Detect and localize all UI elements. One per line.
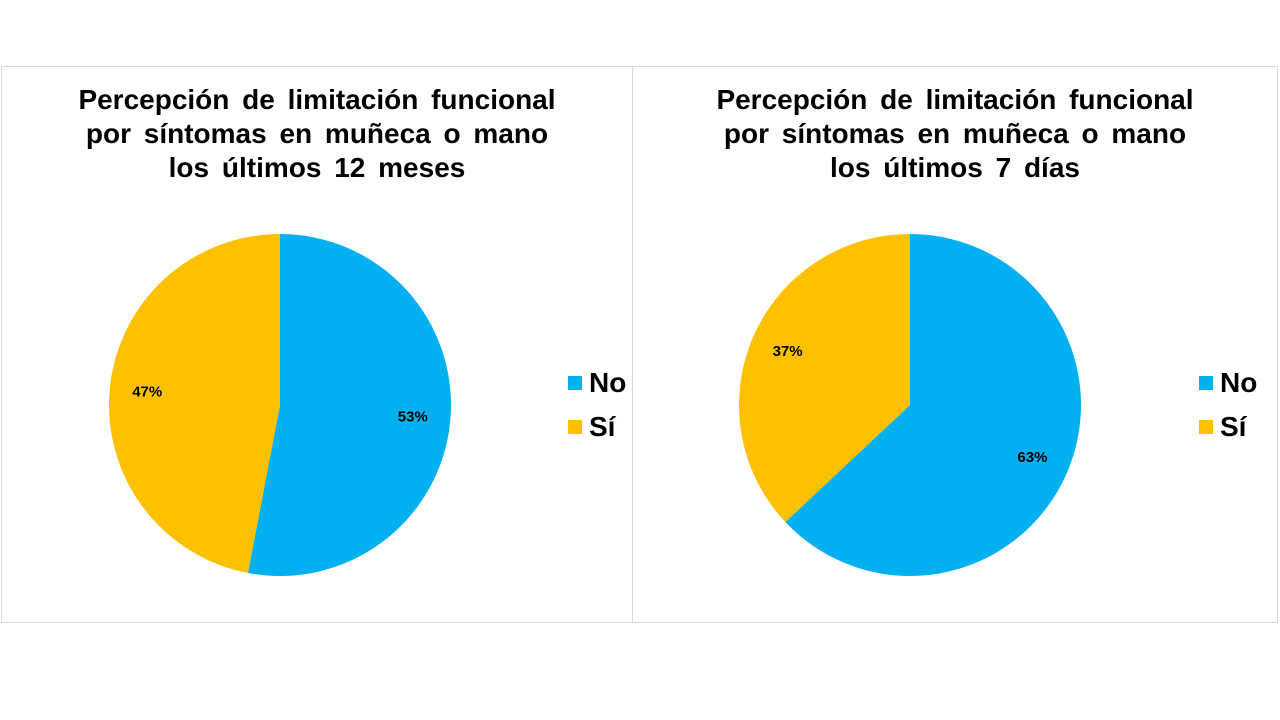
chart-legend: No Sí — [568, 361, 626, 449]
legend-swatch-si — [568, 420, 582, 434]
legend-label-no: No — [589, 367, 627, 398]
chart-title-line-1: Percepción de limitación funcional — [716, 84, 1194, 115]
chart-panel-12-months: Percepción de limitación funcional por s… — [1, 66, 633, 623]
data-label-no: 63% — [1017, 449, 1047, 466]
chart-title: Percepción de limitación funcional por s… — [2, 83, 632, 185]
legend-item-si: Sí — [568, 405, 626, 449]
pie-chart: 53% 47% — [109, 234, 452, 576]
pie-slice-si — [739, 234, 910, 523]
legend-label-si: Sí — [1220, 411, 1247, 442]
pie-slice-no — [247, 234, 452, 576]
legend-item-si: Sí — [1199, 405, 1257, 449]
pie-slice-no — [785, 234, 1081, 576]
chart-title: Percepción de limitación funcional por s… — [633, 83, 1277, 185]
legend-swatch-no — [1199, 376, 1213, 390]
legend-swatch-si — [1199, 420, 1213, 434]
data-label-si: 37% — [773, 343, 803, 360]
legend-item-no: No — [568, 361, 626, 405]
data-label-si: 47% — [132, 383, 162, 400]
legend-label-si: Sí — [589, 411, 616, 442]
chart-title-line-3: los últimos 7 días — [830, 152, 1080, 183]
chart-panel-7-days: Percepción de limitación funcional por s… — [632, 66, 1278, 623]
legend-swatch-no — [568, 376, 582, 390]
chart-title-line-3: los últimos 12 meses — [168, 152, 466, 183]
data-label-no: 53% — [398, 409, 428, 426]
chart-title-line-2: por síntomas en muñeca o mano — [85, 118, 549, 149]
chart-legend: No Sí — [1199, 361, 1257, 449]
legend-label-no: No — [1220, 367, 1258, 398]
pie-slice-si — [109, 234, 281, 573]
chart-title-line-2: por síntomas en muñeca o mano — [723, 118, 1187, 149]
legend-item-no: No — [1199, 361, 1257, 405]
chart-title-line-1: Percepción de limitación funcional — [78, 84, 556, 115]
pie-chart: 63% 37% — [739, 234, 1081, 576]
